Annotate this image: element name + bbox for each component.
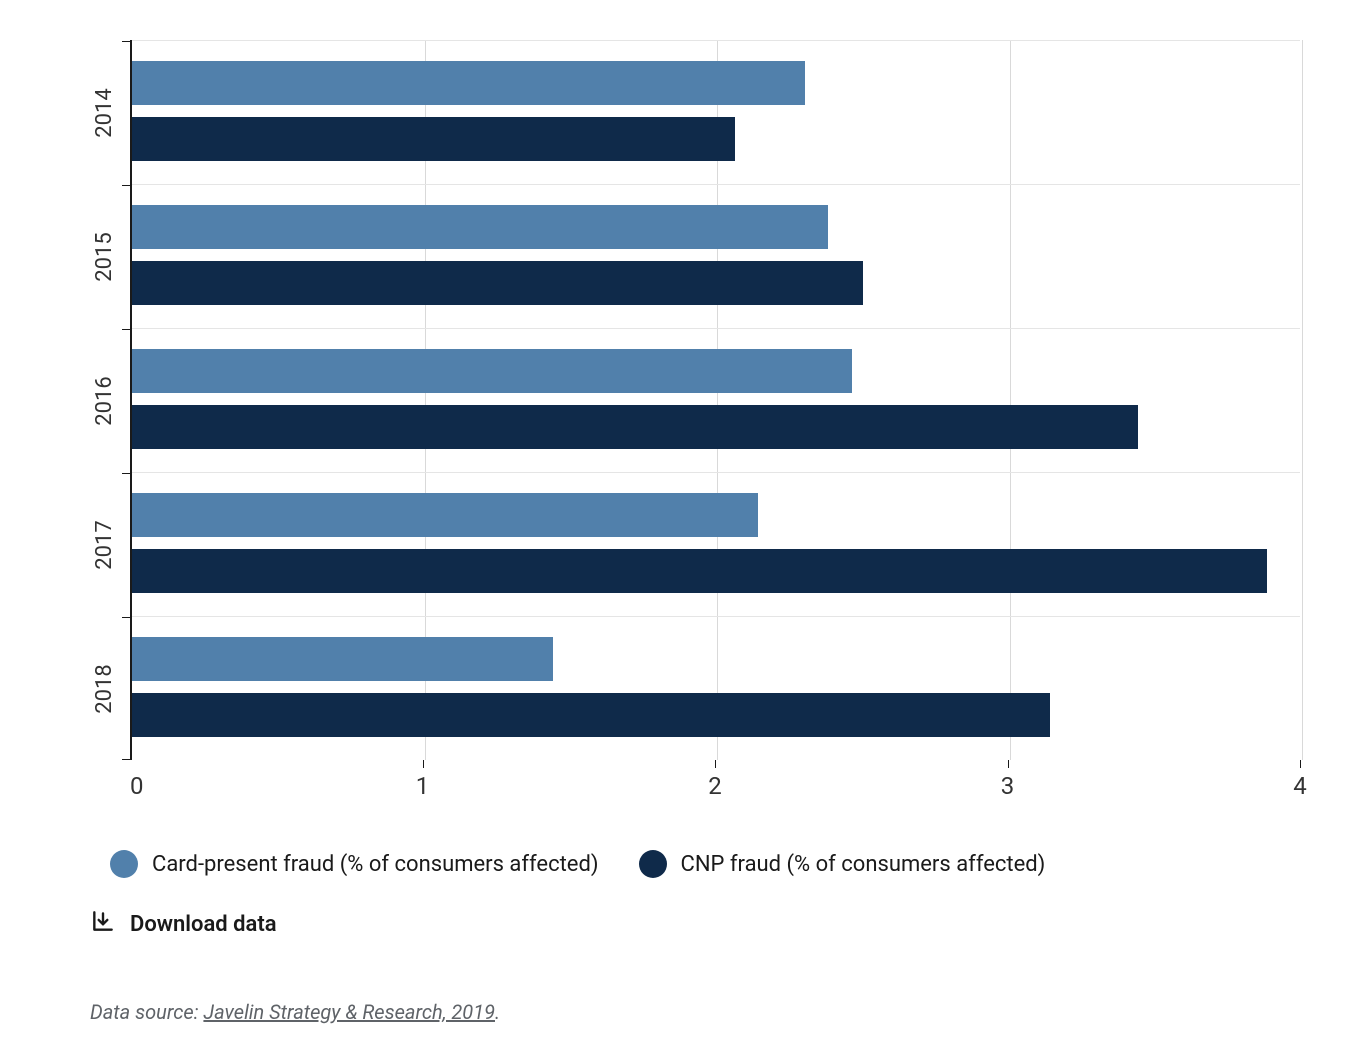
legend-swatch [639,850,667,878]
bar-cnp [132,405,1138,449]
legend-item-card-present: Card-present fraud (% of consumers affec… [110,850,599,878]
y-category-label: 2014 [92,88,117,137]
legend-swatch [110,850,138,878]
x-tick-label: 3 [1001,772,1015,800]
year-group: 2016 [132,328,1300,472]
source-link[interactable]: Javelin Strategy & Research, 2019 [203,1000,495,1024]
x-tick-label: 1 [416,772,430,800]
source-prefix: Data source: [90,1000,203,1024]
gridline [1302,40,1303,760]
legend-label: Card-present fraud (% of consumers affec… [152,852,599,877]
y-category-label: 2015 [92,232,117,281]
bar-cnp [132,549,1267,593]
year-group: 2017 [132,472,1300,616]
x-tick-label: 2 [708,772,722,800]
bar-card-present [132,493,758,537]
bar-cnp [132,693,1050,737]
x-tick-label: 0 [130,772,144,800]
plot-area: 20142015201620172018 [130,40,1300,760]
download-data-button[interactable]: Download data [90,908,1300,940]
legend-label: CNP fraud (% of consumers affected) [681,852,1046,877]
y-category-label: 2016 [92,376,117,425]
x-tick-label: 4 [1293,772,1307,800]
y-category-label: 2017 [92,520,117,569]
bar-cnp [132,261,863,305]
legend: Card-present fraud (% of consumers affec… [110,850,1300,878]
bar-card-present [132,205,828,249]
x-axis: 01234 [130,760,1300,810]
bar-card-present [132,61,805,105]
bar-cnp [132,117,735,161]
year-group: 2014 [132,40,1300,184]
y-category-label: 2018 [92,664,117,713]
year-group: 2015 [132,184,1300,328]
download-label: Download data [130,912,277,937]
bar-card-present [132,349,852,393]
bar-card-present [132,637,553,681]
year-group: 2018 [132,616,1300,760]
legend-item-cnp: CNP fraud (% of consumers affected) [639,850,1046,878]
data-source: Data source: Javelin Strategy & Research… [90,1000,1300,1024]
download-icon [90,908,116,940]
source-suffix: . [495,1000,500,1024]
fraud-chart: 20142015201620172018 01234 Card-present … [50,40,1300,1024]
